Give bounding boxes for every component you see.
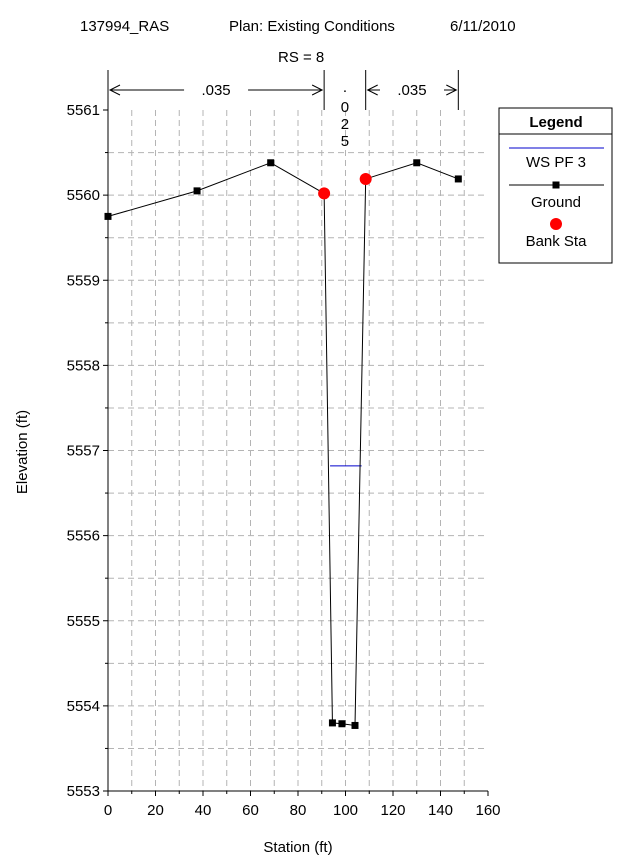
ground-point [351, 721, 359, 729]
legend-title: Legend [529, 114, 582, 131]
y-axis-label: Elevation (ft) [14, 410, 31, 494]
x-tick-label: 120 [380, 802, 405, 819]
series [104, 159, 462, 729]
project-title: 137994_RAS [80, 18, 169, 35]
date-label: 6/11/2010 [450, 18, 516, 35]
ground-point [413, 159, 421, 167]
ground-point [454, 175, 462, 183]
legend: Legend WS PF 3 Ground Bank Sta [498, 107, 613, 264]
x-tick-label: 100 [333, 802, 358, 819]
x-tick-label: 0 [104, 802, 112, 819]
roughness-left-arrow-left [108, 84, 121, 96]
roughness-annotations: .035 .035. 025 [108, 70, 459, 150]
axes: 0 20 40 60 80 100 120 140 1605553555455555556555… [67, 70, 501, 819]
x-tick-label: 80 [290, 802, 307, 819]
grid [108, 110, 488, 791]
y-tick-label: 5554 [67, 698, 100, 715]
roughness-channel-digit: 0 [341, 99, 349, 116]
ground-point [193, 187, 201, 195]
roughness-right-label: .035 [397, 82, 426, 99]
bank-station-point [318, 187, 331, 200]
roughness-channel-digit: 5 [341, 133, 349, 150]
x-axis-label: Station (ft) [263, 839, 332, 856]
ground-point [338, 720, 346, 728]
roughness-channel-prefix: . [343, 79, 347, 96]
y-tick-label: 5561 [67, 102, 100, 119]
x-tick-label: 160 [475, 802, 500, 819]
ground-point [328, 719, 336, 727]
roughness-right-arrow-right [446, 84, 458, 96]
legend-ground-marker [552, 181, 560, 189]
ground-line [107, 162, 459, 727]
y-tick-label: 5555 [67, 613, 100, 630]
x-tick-label: 60 [242, 802, 259, 819]
x-tick-label: 140 [428, 802, 453, 819]
roughness-right-arrow-left [366, 84, 378, 96]
legend-bank-marker [550, 218, 562, 230]
legend-ws-label: WS PF 3 [526, 154, 586, 171]
y-tick-label: 5558 [67, 357, 100, 374]
section-title: RS = 8 [278, 49, 324, 66]
legend-ground-label: Ground [531, 194, 581, 211]
y-tick-label: 5553 [67, 783, 100, 800]
plan-title: Plan: Existing Conditions [229, 18, 395, 35]
y-tick-label: 5556 [67, 528, 100, 545]
ground-point [267, 159, 275, 167]
roughness-channel-digit: 2 [341, 116, 349, 133]
x-tick-label: 40 [195, 802, 212, 819]
x-tick-label: 20 [147, 802, 164, 819]
y-tick-label: 5560 [67, 187, 100, 204]
ground-point [104, 212, 112, 220]
y-tick-label: 5557 [67, 443, 100, 460]
y-tick-label: 5559 [67, 272, 100, 289]
roughness-left-label: .035 [201, 82, 230, 99]
bank-station-point [359, 172, 372, 185]
legend-bank-label: Bank Sta [526, 233, 588, 250]
roughness-left-arrow-right [311, 84, 324, 96]
